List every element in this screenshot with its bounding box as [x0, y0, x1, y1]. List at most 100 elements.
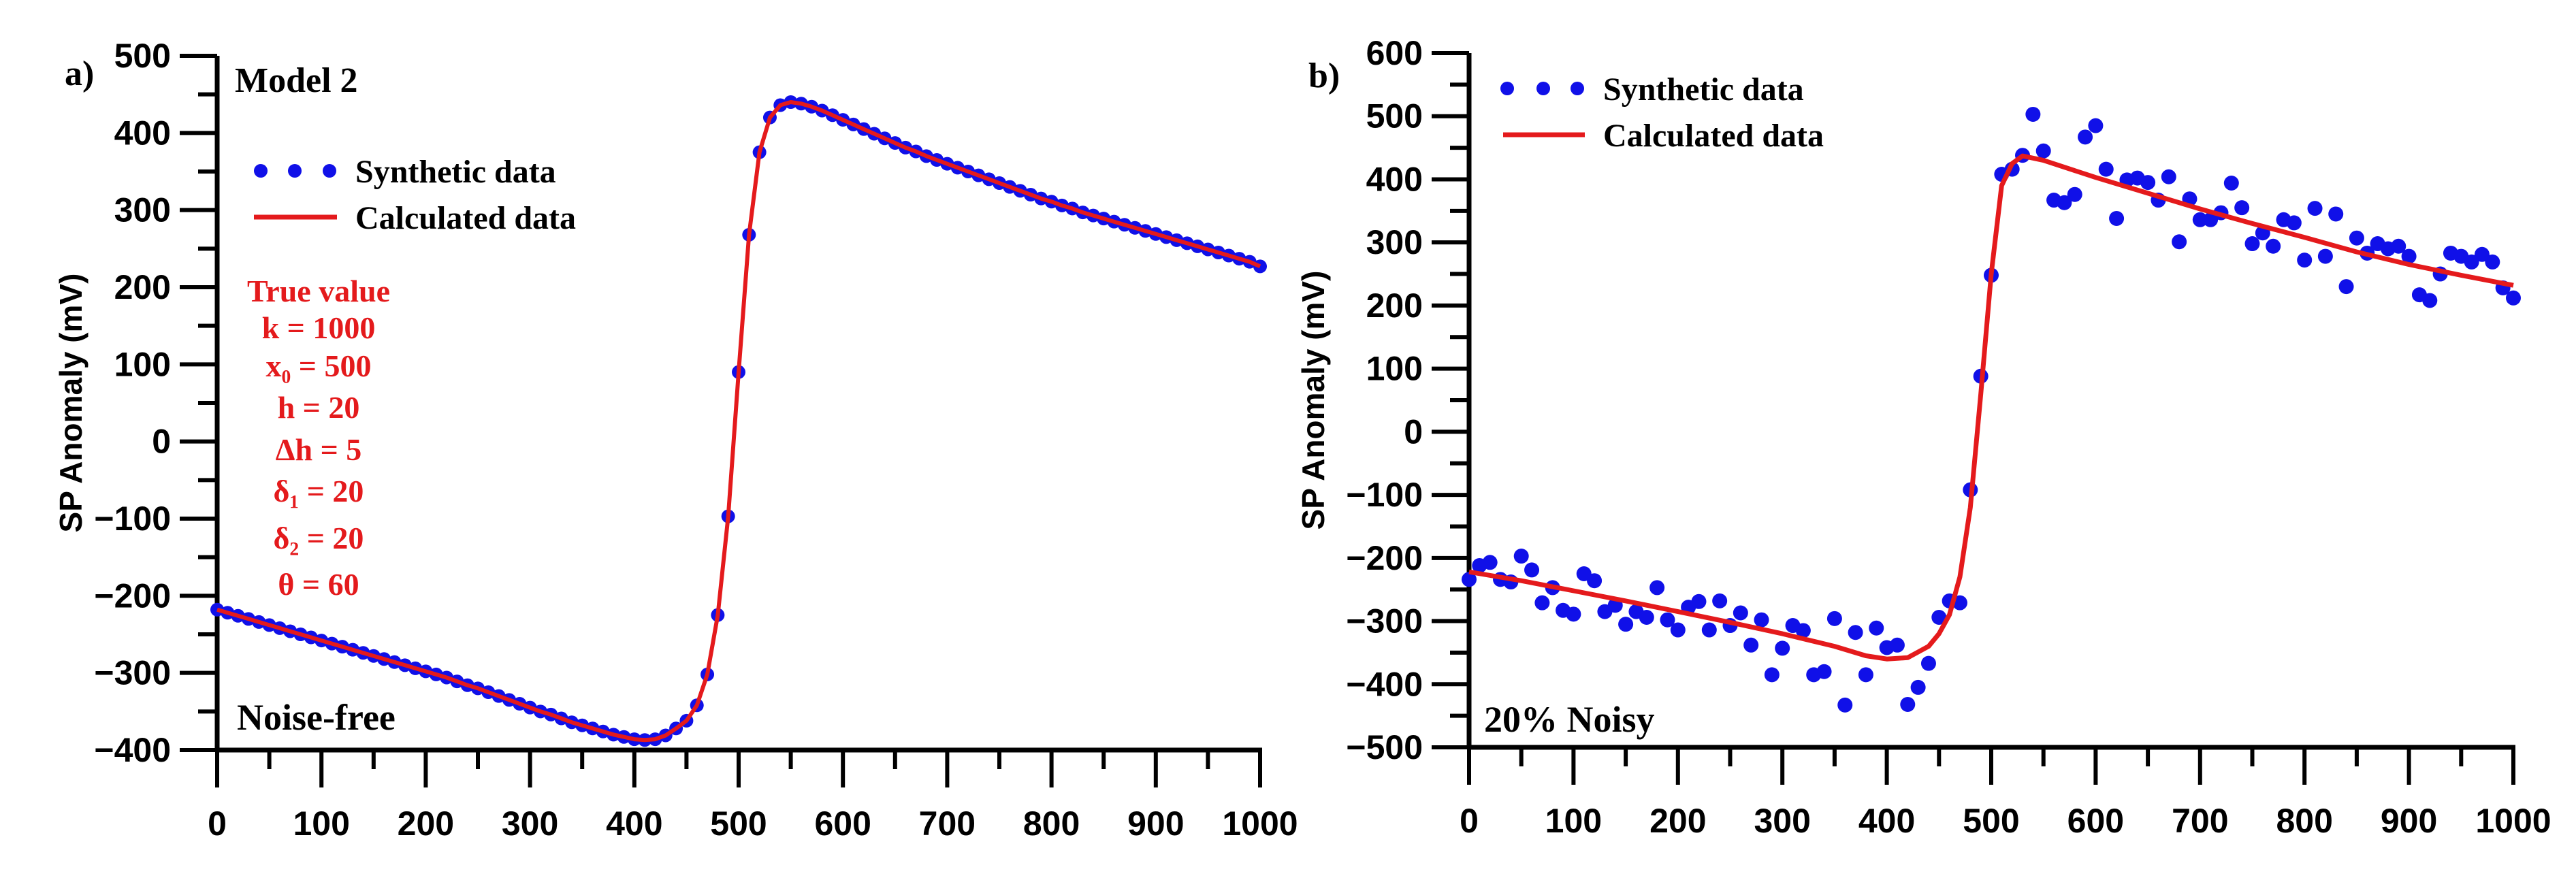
y-tick-label: −500: [1346, 728, 1423, 766]
synthetic-data-point: [2067, 186, 2082, 202]
synthetic-data-point: [1900, 696, 1916, 712]
noise-annotation: Noise-free: [237, 697, 396, 738]
y-tick-label: 400: [114, 114, 171, 152]
legend-dot: [1536, 82, 1550, 95]
synthetic-data-point: [2057, 195, 2072, 210]
synthetic-data-point: [1743, 637, 1759, 653]
true-value-x0: x₀ = 500: [265, 348, 371, 383]
true-values-block: True value k = 1000 x₀ = 500 h = 20 Δh =…: [247, 274, 390, 602]
legend-dot: [254, 164, 268, 178]
synthetic-data-point: [1826, 611, 1842, 626]
synthetic-data-point: [1775, 640, 1790, 656]
x-tick-label: 400: [606, 804, 662, 843]
y-tick-label: 300: [1366, 223, 1423, 261]
synthetic-data-point: [1670, 622, 1686, 638]
y-tick-label: 0: [1404, 412, 1423, 451]
y-tick-label: 200: [114, 268, 171, 306]
synthetic-data-point: [2035, 143, 2051, 159]
synthetic-data-point: [1618, 617, 1634, 632]
synthetic-data-point: [2223, 176, 2239, 191]
synthetic-data-point: [2401, 248, 2417, 264]
true-value-dh: Δh = 5: [276, 432, 362, 467]
x-tick-label: 400: [1858, 802, 1915, 840]
synthetic-data-point: [2192, 212, 2208, 227]
y-tick-label: 200: [1366, 287, 1423, 325]
synthetic-data-point: [1858, 667, 1873, 683]
synthetic-data-point: [1482, 555, 1498, 570]
model-title: Model 2: [235, 61, 358, 100]
x-tick-label: 300: [1754, 802, 1810, 840]
x-tick-label: 1000: [2475, 802, 2551, 840]
panel-a-noise-free: a) Model 2 Noise-free SP Anomaly (mV) Sy…: [53, 37, 1298, 843]
synthetic-data-point: [1712, 593, 1728, 608]
true-value-k: k = 1000: [262, 310, 376, 345]
synthetic-data-point: [1910, 679, 1926, 695]
x-tick-label: 600: [814, 804, 871, 843]
x-tick-label: 100: [293, 804, 349, 843]
x-tick-label: 100: [1545, 802, 1602, 840]
x-tick-label: 1000: [1222, 804, 1298, 843]
synthetic-data-point: [1701, 622, 1717, 638]
synthetic-data-point: [2464, 254, 2479, 270]
legend-dot: [1500, 82, 1514, 95]
synthetic-data-point: [2025, 106, 2041, 122]
x-tick-label: 200: [398, 804, 454, 843]
synthetic-data-point: [2098, 161, 2114, 177]
y-tick-label: −300: [1346, 602, 1423, 640]
y-tick-label: 100: [1366, 350, 1423, 388]
x-tick-label: 500: [710, 804, 767, 843]
synthetic-data-point: [2317, 248, 2333, 264]
y-tick-label: −400: [1346, 665, 1423, 703]
y-tick-label: −200: [94, 576, 171, 615]
y-tick-label: 300: [114, 191, 171, 229]
x-tick-label: 300: [502, 804, 558, 843]
synthetic-data-point: [1869, 620, 1884, 636]
x-tick-label: 900: [1127, 804, 1184, 843]
x-tick-label: 700: [919, 804, 976, 843]
synthetic-data-point: [1649, 580, 1665, 596]
x-tick-label: 600: [2067, 802, 2124, 840]
synthetic-data-point: [2109, 210, 2125, 226]
synthetic-data-point: [1837, 697, 1853, 713]
synthetic-data-point: [1524, 562, 1540, 578]
y-tick-label: 100: [114, 345, 171, 383]
true-value-delta2: δ₂ = 20: [274, 521, 364, 555]
true-value-h: h = 20: [278, 390, 360, 425]
calculated-data-line: [1468, 153, 2514, 662]
synthetic-data-point: [1733, 605, 1748, 621]
x-tick-label: 0: [1460, 802, 1479, 840]
synthetic-data-point: [2078, 129, 2093, 145]
synthetic-data-point: [1795, 623, 1811, 638]
true-value-delta1: δ₁ = 20: [274, 474, 364, 508]
x-tick-label: 800: [1023, 804, 1080, 843]
synthetic-data-point: [1931, 609, 1947, 625]
y-tick-label: 0: [152, 423, 171, 461]
synthetic-data-point: [1462, 572, 1477, 587]
legend-synthetic-label: Synthetic data: [1603, 71, 1804, 108]
synthetic-data-point: [2140, 175, 2156, 191]
synthetic-data-point: [2266, 238, 2281, 254]
y-tick-label: 400: [1366, 160, 1423, 198]
x-tick-label: 800: [2276, 802, 2332, 840]
y-tick-label: 500: [1366, 97, 1423, 135]
legend-dot: [323, 164, 336, 178]
noise-annotation: 20% Noisy: [1484, 699, 1655, 740]
synthetic-data-point: [2161, 169, 2176, 184]
synthetic-data-point: [2286, 215, 2302, 231]
synthetic-data-point: [1754, 612, 1769, 628]
axes: 6005004003002001000−100−200−300−400−5000…: [1346, 34, 2551, 840]
x-tick-label: 500: [1963, 802, 2019, 840]
x-tick-label: 200: [1649, 802, 1706, 840]
y-tick-label: 500: [114, 37, 171, 75]
synthetic-data-point: [2474, 246, 2490, 262]
synthetic-data-point: [1920, 655, 1936, 671]
synthetic-data-point: [2391, 238, 2406, 254]
synthetic-data-point: [1587, 573, 1603, 589]
synthetic-data-point: [1889, 637, 1905, 653]
synthetic-data-point: [2485, 254, 2500, 270]
y-tick-label: 600: [1366, 34, 1423, 72]
synthetic-data-point: [2172, 234, 2187, 250]
calculated-data-line: [216, 100, 1261, 743]
